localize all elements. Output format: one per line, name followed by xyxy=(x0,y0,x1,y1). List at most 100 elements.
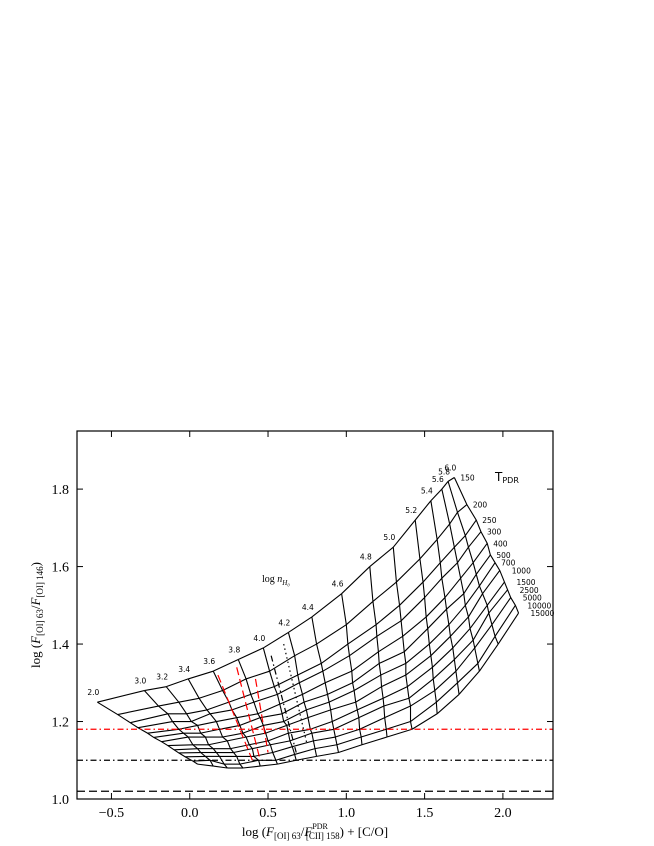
temperature-segment xyxy=(191,713,211,723)
temperature-label: 700 xyxy=(501,559,516,568)
temperature-segment xyxy=(457,504,468,513)
temperature-segment xyxy=(441,481,449,490)
temperature-segment xyxy=(494,605,516,637)
temperature-segment xyxy=(178,697,200,703)
temperature-segment xyxy=(245,670,270,680)
overlay-line xyxy=(283,643,308,745)
temperature-segment xyxy=(97,690,145,703)
overlay-line xyxy=(236,667,261,761)
temperature-segment xyxy=(353,674,382,692)
density-label: 2.0 xyxy=(87,688,99,697)
temperature-segment xyxy=(328,690,355,703)
temperature-segment xyxy=(306,701,330,711)
temperature-segment xyxy=(341,566,371,595)
temperature-label: 2500 xyxy=(520,586,539,595)
y-tick-label: 1.6 xyxy=(52,561,70,576)
temperature-segment xyxy=(384,705,411,719)
temperature-segment xyxy=(458,670,480,695)
x-tick-label: 1.0 xyxy=(338,806,356,821)
temperature-segment xyxy=(228,693,251,703)
temperature-segment xyxy=(279,693,303,705)
x-label-part: F xyxy=(265,824,275,839)
density-label: 3.4 xyxy=(178,665,190,674)
temperature-segment xyxy=(302,682,326,695)
y-axis-label: log (F[OI] 63/F[OI] 146) xyxy=(28,562,45,668)
temperature-segment xyxy=(222,732,244,738)
density-title-part: H₀ xyxy=(281,579,290,587)
x-label-part: F xyxy=(303,824,313,839)
temperature-segment xyxy=(147,728,179,734)
temperature-segment xyxy=(167,744,193,747)
temperature-segment xyxy=(263,631,289,649)
temperature-segment xyxy=(424,577,443,598)
temperature-segment xyxy=(435,682,458,703)
temperature-segment xyxy=(372,581,397,602)
temperature-segment xyxy=(252,744,271,750)
temperature-segment xyxy=(289,732,313,742)
x-label-part: [OI] 63 xyxy=(274,831,301,841)
temperature-segment xyxy=(288,616,313,633)
temperature-segment xyxy=(267,732,289,742)
density-label: 4.2 xyxy=(278,618,290,627)
temperature-segment xyxy=(260,713,283,719)
x-label-part: [CII] 158 xyxy=(306,831,340,841)
temperature-segment xyxy=(216,717,237,723)
temperature-segment xyxy=(208,740,228,746)
temperature-segment xyxy=(422,562,441,583)
density-label: 3.8 xyxy=(228,646,240,655)
temperature-label: 10000 xyxy=(527,601,551,610)
temperature-segment xyxy=(299,670,324,684)
temperature-segment xyxy=(239,759,259,765)
x-label-part: PDR xyxy=(312,822,328,831)
x-label-part: / xyxy=(301,824,305,839)
frame xyxy=(76,430,554,800)
y-tick-label: 1.0 xyxy=(52,793,70,808)
temperature-segment xyxy=(460,562,474,579)
density-label: 5.2 xyxy=(405,506,417,515)
temperature-segment xyxy=(292,740,314,748)
temperature-segment xyxy=(410,701,437,722)
density-title-part: log xyxy=(262,574,277,585)
temperature-segment xyxy=(491,597,512,625)
temperature-segment xyxy=(335,728,360,738)
density-label: 3.0 xyxy=(134,677,146,686)
temperature-segment xyxy=(432,659,455,680)
y-label-part: [OI] 63 xyxy=(35,609,45,636)
temperature-segment xyxy=(405,655,432,676)
density-label: 5.0 xyxy=(383,533,395,542)
temperature-segment xyxy=(468,531,482,548)
temperature-segment xyxy=(263,720,284,726)
temperature-segment xyxy=(472,543,488,564)
temperature-segment xyxy=(352,662,380,684)
x-tick-label: 2.0 xyxy=(494,806,512,821)
temperature-segment xyxy=(270,740,291,746)
density-label: 3.2 xyxy=(156,673,168,682)
temperature-segment xyxy=(407,666,433,688)
temperature-segment xyxy=(117,705,159,716)
temperature-segment xyxy=(469,604,488,629)
temperature-segment xyxy=(257,703,280,715)
temperature-segment xyxy=(310,721,333,730)
overlay-line xyxy=(270,655,297,753)
temperature-segment xyxy=(432,647,454,668)
density-label: 6.0 xyxy=(444,463,456,472)
temperature-segment xyxy=(430,488,443,502)
temperature-label: 1000 xyxy=(512,566,531,575)
temperature-segment xyxy=(178,724,198,730)
temperature-segment xyxy=(144,686,167,692)
temperature-segment xyxy=(277,682,300,695)
temperature-segment xyxy=(275,753,295,761)
temperature-segment xyxy=(446,593,465,610)
temperature-label: 300 xyxy=(487,528,502,537)
temperature-segment xyxy=(478,643,499,672)
temperature-segment xyxy=(351,651,379,672)
overlay-line xyxy=(254,678,269,753)
temperature-segment xyxy=(200,728,220,734)
temperature-segment xyxy=(380,662,407,676)
temperature-segment xyxy=(439,546,455,564)
x-tick-label: 1.5 xyxy=(416,806,434,821)
temperature-segment xyxy=(303,693,328,703)
temperature-segment xyxy=(383,697,410,707)
temperature-segment xyxy=(188,670,214,680)
temperature-segment xyxy=(386,728,413,738)
